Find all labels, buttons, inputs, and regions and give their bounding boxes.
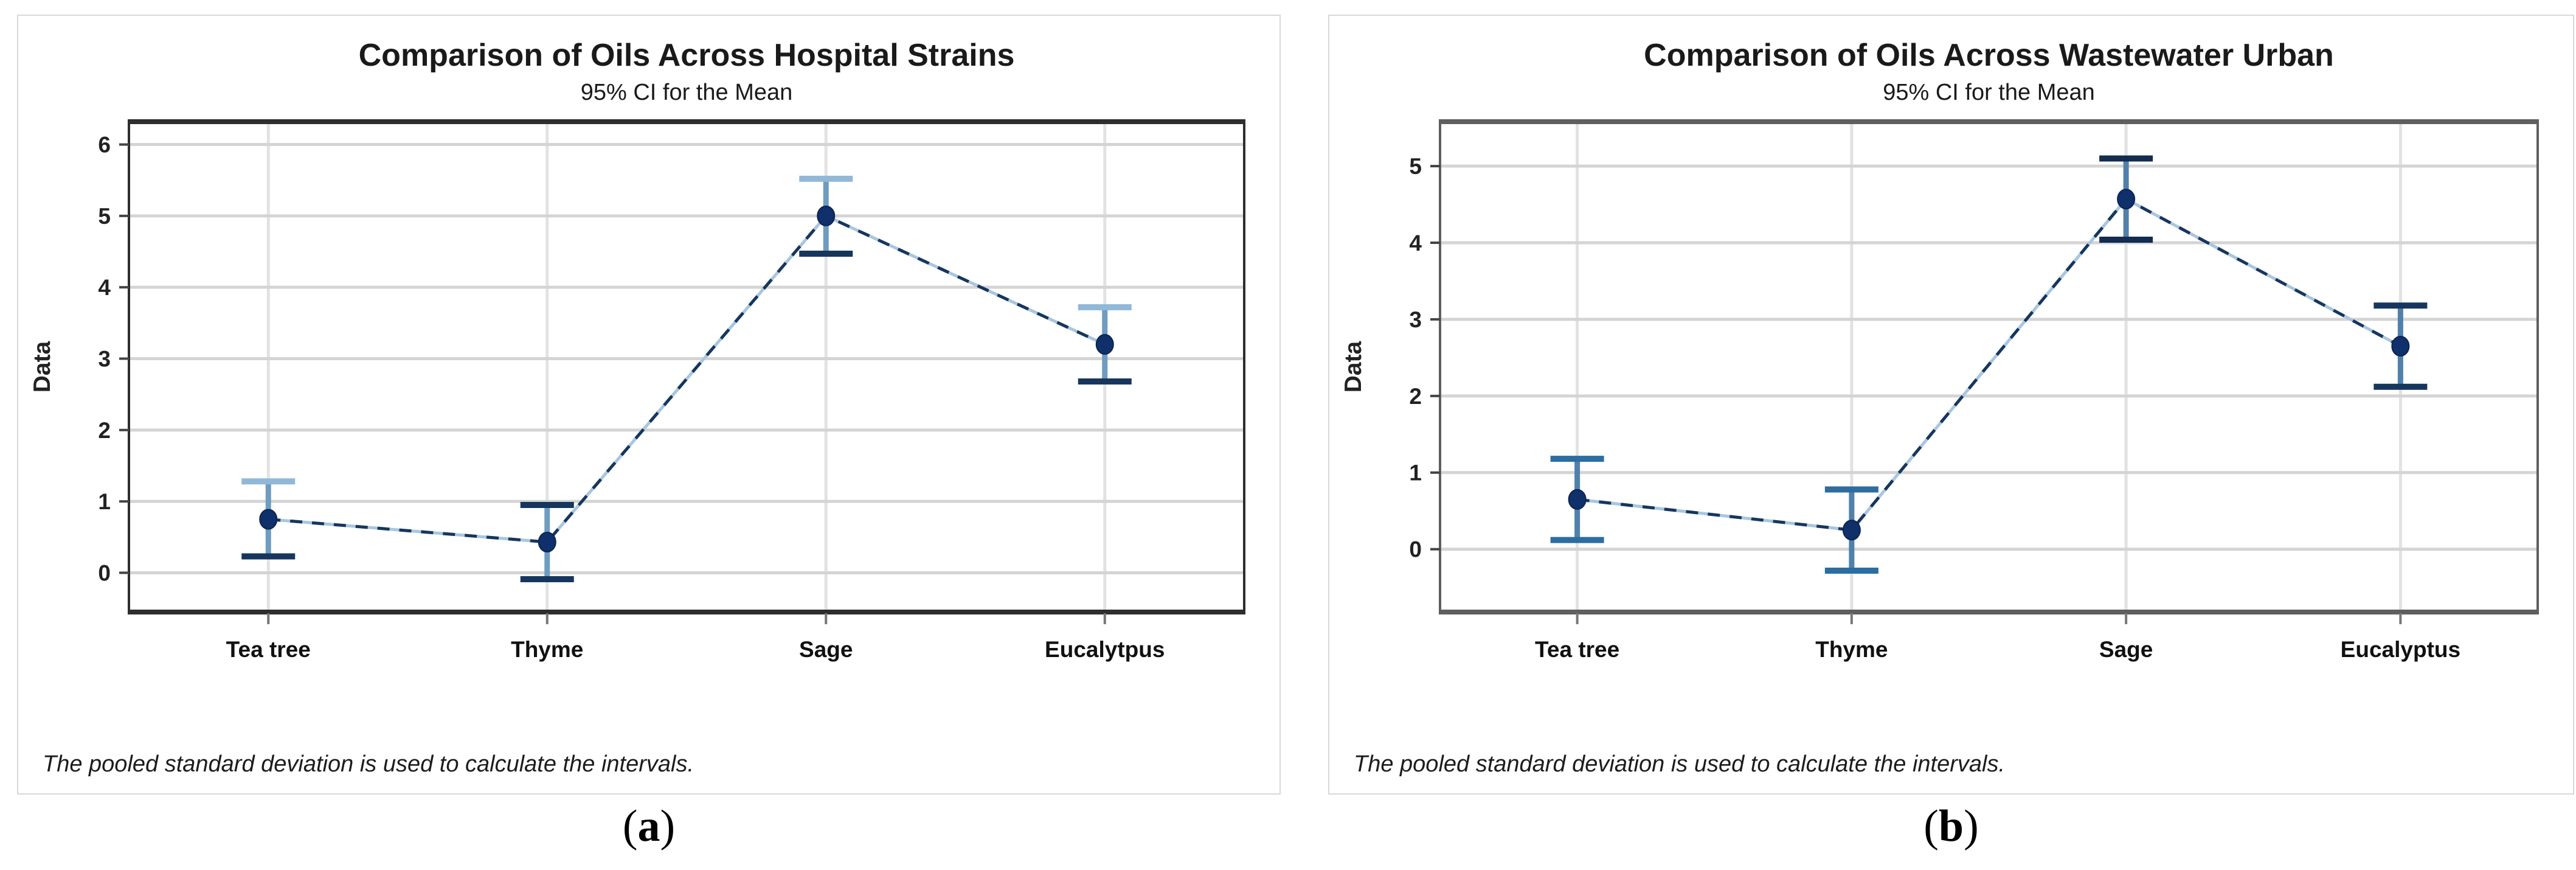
- mean-marker: [1568, 489, 1587, 510]
- panel-letter: b: [1938, 801, 1964, 851]
- y-tick-label: 3: [98, 346, 111, 371]
- x-category-label: Thyme: [1815, 637, 1888, 662]
- mean-marker: [1842, 520, 1861, 541]
- mean-marker: [538, 532, 556, 553]
- chart-panel-a: Comparison of Oils Across Hospital Strai…: [17, 15, 1281, 795]
- chart-title: Comparison of Oils Across Hospital Strai…: [358, 38, 1015, 73]
- chart-panel-b: Comparison of Oils Across Wastewater Urb…: [1328, 15, 2574, 795]
- mean-marker: [259, 509, 278, 530]
- chart-subtitle: 95% CI for the Mean: [580, 80, 793, 105]
- y-tick-label: 5: [1409, 154, 1422, 179]
- paren-close: ): [1964, 801, 1979, 851]
- interval-plot-a: 0 1 2 3 4 5 6 Tea tree Thyme Sage Eucalytpus Data: [29, 119, 1245, 662]
- y-tick-label: 1: [98, 489, 111, 514]
- mean-marker: [817, 205, 836, 226]
- chart-footnote: The pooled standard deviation is used to…: [43, 751, 694, 777]
- x-category-label: Sage: [799, 637, 853, 662]
- y-tick-label: 2: [98, 418, 111, 443]
- panel-label-a: (a): [17, 801, 1281, 852]
- y-tick-label: 6: [98, 132, 111, 157]
- paren-open: (: [1923, 801, 1939, 851]
- interval-plot-b: 0 1 2 3 4 5 Tea tree Thyme Sage Eucalyptus Data: [1340, 119, 2539, 662]
- chart-header-a: Comparison of Oils Across Hospital Strai…: [18, 37, 1279, 106]
- y-tick-label: 2: [1409, 384, 1422, 409]
- x-category-label: Tea tree: [1535, 637, 1619, 662]
- y-axis-label: Data: [29, 341, 55, 392]
- y-tick-label: 0: [98, 560, 111, 585]
- y-axis-label: Data: [1340, 341, 1366, 392]
- mean-connector: [1577, 197, 2401, 532]
- y-tick-label: 0: [1409, 537, 1422, 562]
- paren-open: (: [622, 801, 638, 851]
- plot-frame: [128, 120, 1245, 613]
- mean-marker: [1095, 334, 1114, 355]
- panel-label-b: (b): [1328, 801, 2574, 852]
- mean-marker: [2117, 189, 2136, 210]
- mean-connector: [268, 214, 1106, 544]
- x-category-label: Thyme: [511, 637, 583, 662]
- chart-footnote: The pooled standard deviation is used to…: [1354, 751, 2005, 777]
- paren-close: ): [660, 801, 676, 851]
- y-tick-label: 4: [1409, 231, 1422, 256]
- y-tick-label: 3: [1409, 307, 1422, 332]
- y-tick-label: 1: [1409, 461, 1422, 485]
- x-category-label: Eucalyptus: [2341, 637, 2460, 662]
- x-category-label: Tea tree: [226, 637, 311, 662]
- panel-letter: a: [637, 801, 660, 851]
- y-tick-label: 5: [98, 204, 111, 229]
- x-category-label: Eucalytpus: [1045, 637, 1165, 662]
- chart-title: Comparison of Oils Across Wastewater Urb…: [1644, 38, 2334, 73]
- mean-marker: [2391, 335, 2410, 357]
- mean-connector-base: [268, 214, 1106, 544]
- y-tick-label: 4: [98, 275, 111, 300]
- chart-subtitle: 95% CI for the Mean: [1883, 80, 2095, 105]
- chart-header-b: Comparison of Oils Across Wastewater Urb…: [1329, 37, 2573, 106]
- x-category-label: Sage: [2099, 637, 2153, 662]
